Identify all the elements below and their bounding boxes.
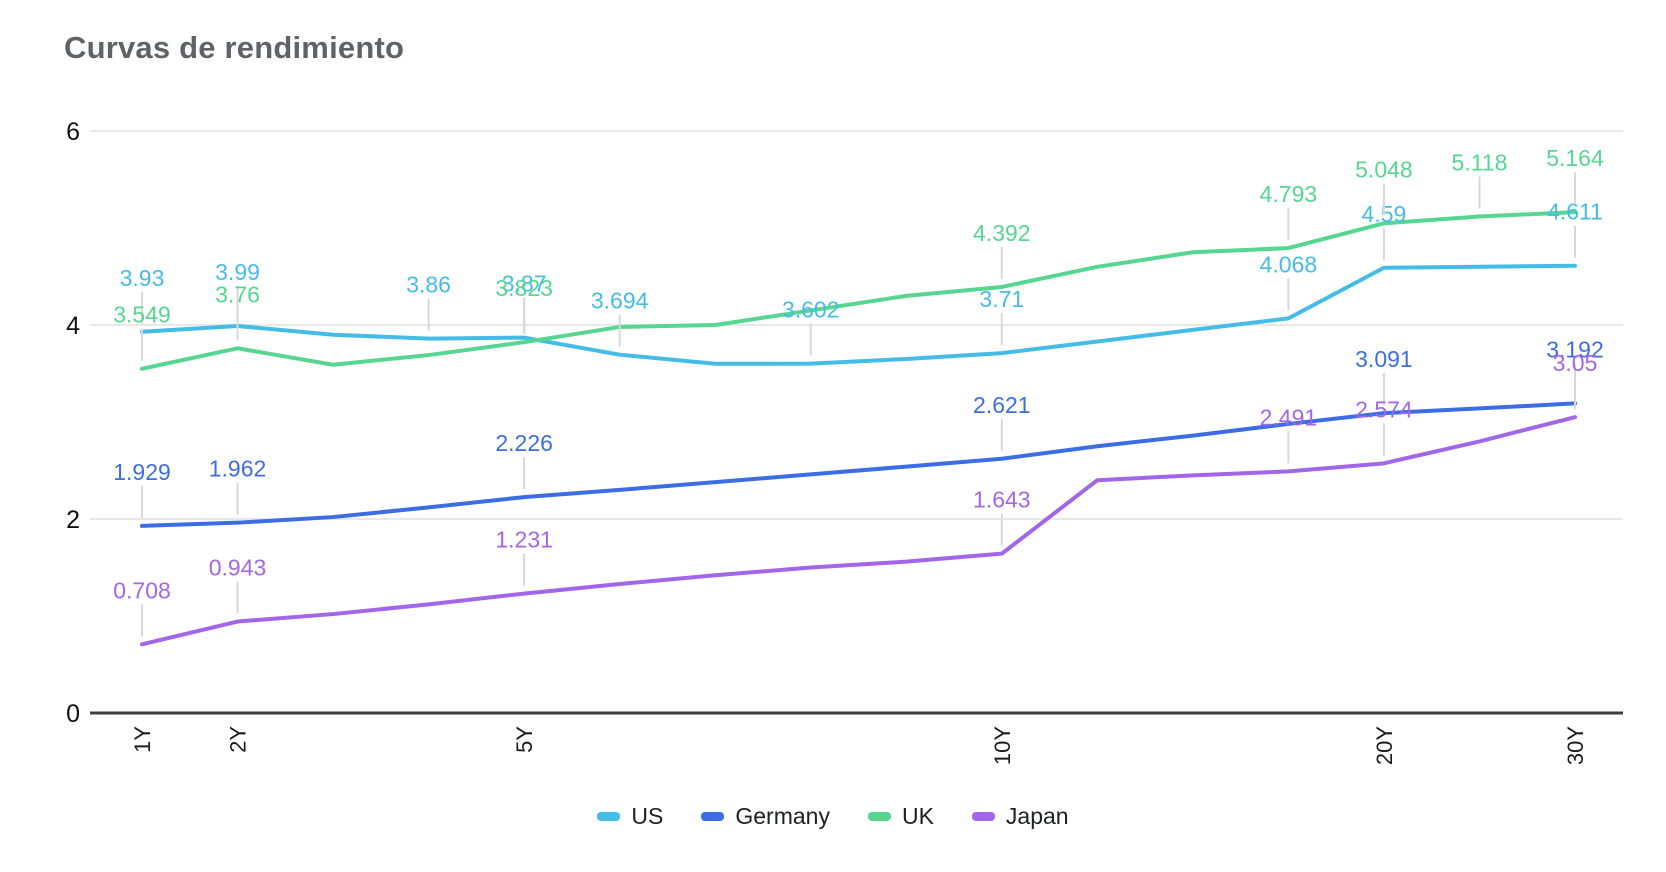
series-line-uk[interactable] xyxy=(140,210,1577,371)
legend-swatch-icon xyxy=(971,811,995,821)
data-label-us: 3.87 xyxy=(502,271,547,297)
data-label-germany: 2.226 xyxy=(495,430,553,456)
data-label-germany: 3.091 xyxy=(1355,346,1413,372)
x-axis-tick-label: 5Y xyxy=(512,726,537,753)
data-label-uk: 3.549 xyxy=(113,302,171,328)
x-axis-tick-label: 30Y xyxy=(1563,726,1588,765)
legend-swatch-icon xyxy=(597,811,621,821)
chart-title: Curvas de rendimiento xyxy=(64,30,405,65)
legend-swatch-icon xyxy=(701,811,725,821)
series-line-japan[interactable] xyxy=(140,415,1577,647)
y-axis-tick-label: 2 xyxy=(66,506,80,534)
y-axis-tick-label: 6 xyxy=(66,118,80,146)
data-label-japan: 0.943 xyxy=(209,555,267,581)
data-label-uk: 3.823 xyxy=(495,275,553,301)
data-label-us: 4.068 xyxy=(1260,251,1318,277)
data-label-germany: 1.929 xyxy=(113,459,171,485)
data-label-germany: 3.192 xyxy=(1546,336,1604,362)
legend-swatch-icon xyxy=(867,811,891,821)
data-label-uk: 5.118 xyxy=(1452,150,1508,176)
data-label-japan: 2.491 xyxy=(1260,404,1318,430)
data-label-uk: 5.164 xyxy=(1546,145,1604,171)
x-axis-tick-label: 10Y xyxy=(990,726,1015,765)
data-label-japan: 0.708 xyxy=(113,577,171,603)
data-label-germany: 1.962 xyxy=(209,456,267,482)
legend-label: UK xyxy=(901,802,934,829)
y-axis-tick-label: 4 xyxy=(66,312,80,340)
data-label-japan: 2.574 xyxy=(1355,396,1413,422)
data-label-us: 3.602 xyxy=(782,297,840,323)
data-label-us: 3.86 xyxy=(406,272,451,298)
data-label-uk: 4.392 xyxy=(973,220,1031,246)
plot-area: 0 2 4 6 1Y 2Y 5Y 10Y 20Y 30Y 3.93 3.99 3.86 3.87 3.694… xyxy=(66,118,1623,765)
data-label-us: 3.93 xyxy=(120,265,165,291)
legend-item-japan[interactable]: Japan xyxy=(971,802,1069,830)
data-label-uk: 3.76 xyxy=(215,281,260,307)
legend-item-us[interactable]: US xyxy=(597,803,663,830)
data-label-us: 3.694 xyxy=(591,288,649,314)
legend: US Germany UK Japan xyxy=(0,798,1666,834)
series-line-germany[interactable] xyxy=(140,401,1577,528)
legend-label: Japan xyxy=(1005,802,1069,829)
y-axis-tick-label: 0 xyxy=(66,700,80,728)
series-line-us[interactable] xyxy=(140,263,1577,366)
data-label-uk: 5.048 xyxy=(1355,156,1413,182)
x-axis-tick-label: 2Y xyxy=(226,726,251,753)
legend-item-uk[interactable]: UK xyxy=(867,802,934,830)
legend-label: Germany xyxy=(735,802,830,829)
data-label-japan: 1.231 xyxy=(495,527,553,553)
data-label-us: 3.71 xyxy=(979,286,1024,312)
data-label-uk: 4.793 xyxy=(1260,181,1318,207)
data-label-japan: 3.05 xyxy=(1553,350,1598,376)
x-axis-tick-label: 1Y xyxy=(130,726,155,753)
x-axis-tick-label: 20Y xyxy=(1372,726,1397,765)
data-label-germany: 2.621 xyxy=(973,392,1031,418)
legend-label: US xyxy=(631,802,664,829)
legend-item-germany[interactable]: Germany xyxy=(701,803,830,830)
data-label-us: 3.99 xyxy=(215,259,260,285)
data-label-japan: 1.643 xyxy=(973,487,1031,513)
